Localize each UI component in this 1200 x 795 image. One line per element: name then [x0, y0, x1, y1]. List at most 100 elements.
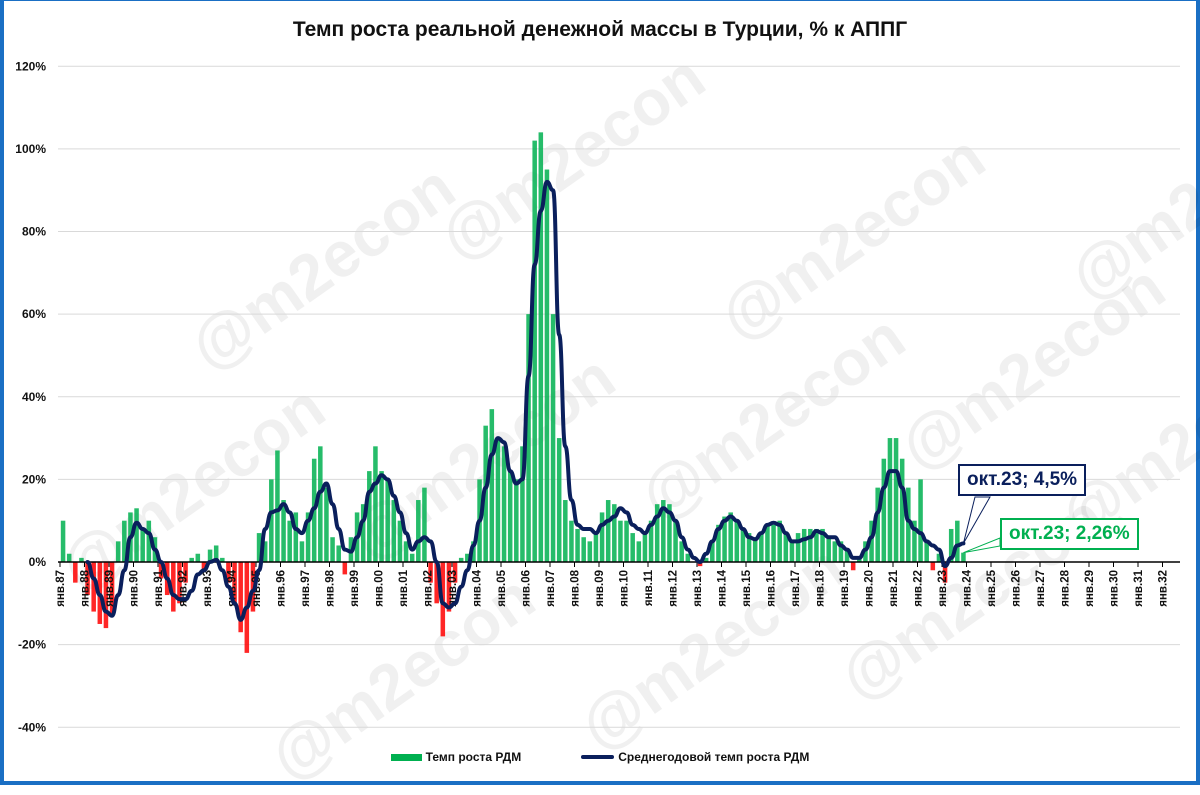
- y-tick-label: -40%: [18, 720, 46, 734]
- bar: [722, 516, 727, 562]
- bar: [906, 487, 911, 562]
- bar: [850, 562, 856, 571]
- x-tick-label: янв.27: [1035, 570, 1047, 607]
- bar: [746, 533, 752, 562]
- bar: [630, 533, 635, 562]
- bar: [85, 562, 90, 596]
- x-tick-label: янв.13: [692, 570, 704, 607]
- bar: [801, 528, 807, 562]
- bar: [550, 314, 556, 562]
- x-tick-label: янв.97: [300, 570, 312, 607]
- bar: [226, 562, 231, 583]
- x-tick-label: янв.88: [80, 569, 92, 606]
- bar: [716, 524, 721, 562]
- bar: [544, 169, 550, 562]
- bar: [612, 504, 617, 562]
- x-tick-label: янв.16: [766, 570, 778, 607]
- bar: [703, 557, 709, 562]
- x-tick-label: янв.09: [594, 570, 606, 607]
- x-tick-label: янв.30: [1109, 570, 1121, 607]
- bar: [814, 528, 819, 562]
- x-tick-label: янв.18: [815, 569, 827, 606]
- bar: [771, 524, 776, 562]
- bar: [299, 541, 305, 562]
- x-tick-label: янв.25: [986, 569, 998, 606]
- x-tick-label: янв.17: [790, 570, 802, 607]
- x-tick-label: янв.23: [937, 570, 949, 607]
- bar: [728, 512, 733, 562]
- legend-item-bars: Темп роста РДМ: [390, 750, 521, 764]
- bar: [158, 562, 164, 579]
- line-last-value-callout: окт.23; 4,5%: [958, 464, 1087, 496]
- bar: [752, 537, 758, 562]
- bar: [605, 500, 611, 562]
- bar: [465, 553, 470, 562]
- x-tick-label: янв.32: [1158, 570, 1170, 607]
- bar: [60, 520, 66, 562]
- y-tick-label: 20%: [22, 472, 46, 486]
- x-tick-label: янв.15: [741, 569, 753, 606]
- bar: [881, 458, 887, 562]
- x-tick-label: янв.21: [888, 569, 900, 606]
- bar: [134, 508, 139, 562]
- bar: [446, 562, 452, 612]
- bar: [471, 541, 476, 562]
- bar: [146, 520, 152, 562]
- x-tick-label: янв.12: [668, 570, 680, 607]
- x-tick-label: янв.20: [864, 570, 876, 607]
- bar: [948, 528, 954, 562]
- bar: [710, 541, 715, 562]
- bar: [373, 446, 378, 562]
- x-tick-label: янв.87: [55, 570, 67, 607]
- bar: [844, 549, 850, 562]
- bar: [428, 562, 433, 583]
- bar: [73, 562, 78, 583]
- legend-item-line: Среднегодовой темп роста РДМ: [581, 750, 809, 764]
- bar: [238, 562, 243, 633]
- bar: [661, 500, 666, 562]
- bar: [183, 562, 188, 583]
- bar: [171, 562, 176, 612]
- bar: [740, 528, 746, 562]
- bar: [207, 549, 213, 562]
- bar: [256, 533, 262, 562]
- x-tick-label: янв.90: [129, 570, 141, 607]
- bar: [838, 541, 844, 562]
- bar: [275, 450, 280, 562]
- bar: [899, 458, 905, 562]
- bar: [397, 520, 403, 562]
- bar: [667, 504, 672, 562]
- bar: [422, 487, 427, 562]
- x-tick-label: янв.99: [349, 570, 361, 607]
- bar: [936, 553, 942, 562]
- x-tick-label: янв.01: [398, 569, 410, 606]
- bar: [569, 520, 574, 562]
- bar: [324, 487, 329, 562]
- bar: [140, 528, 145, 562]
- bar: [673, 520, 678, 562]
- bar: [697, 562, 703, 567]
- y-tick-label: 40%: [22, 390, 46, 404]
- bar: [115, 541, 121, 562]
- bar: [409, 553, 415, 562]
- y-tick-label: 60%: [22, 307, 46, 321]
- bar: [532, 140, 537, 563]
- bar: [122, 520, 127, 562]
- bar: [961, 552, 966, 562]
- bar: [416, 500, 421, 562]
- bar: [820, 528, 825, 562]
- bar: [642, 533, 648, 562]
- bar: [556, 438, 562, 562]
- bar: [66, 553, 72, 562]
- bar: [759, 533, 764, 562]
- x-tick-label: янв.19: [839, 570, 851, 607]
- bar: [403, 541, 409, 562]
- x-tick-label: янв.96: [276, 570, 288, 607]
- bar: [220, 557, 225, 562]
- line-series-average: [85, 179, 966, 622]
- x-tick-label: янв.89: [104, 570, 116, 607]
- x-tick-label: янв.98: [325, 569, 337, 606]
- bar: [452, 562, 458, 583]
- legend-label-line: Среднегодовой темп роста РДМ: [618, 750, 810, 764]
- bar: [281, 500, 286, 562]
